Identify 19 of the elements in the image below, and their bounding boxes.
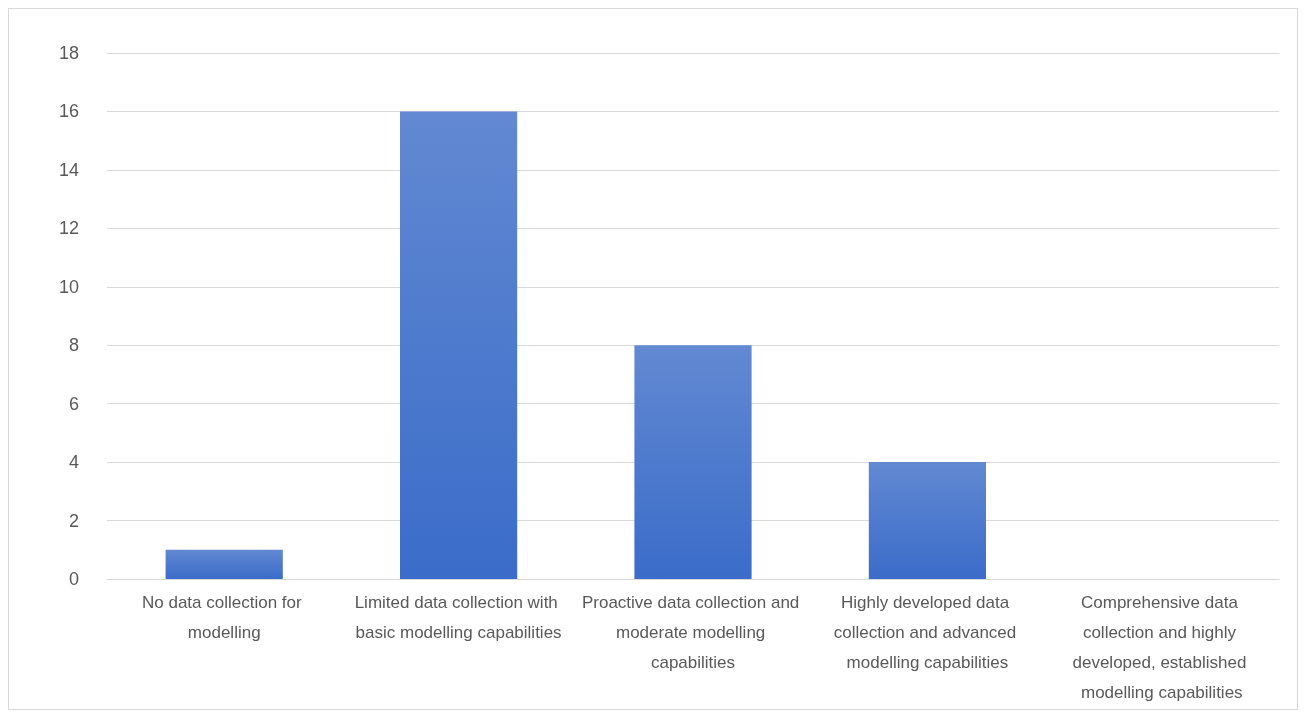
bar (634, 345, 752, 579)
y-tick-label: 16 (58, 101, 79, 122)
bar (165, 549, 283, 579)
y-tick-label: 6 (68, 393, 79, 414)
y-tick-label: 18 (58, 43, 79, 63)
x-tick-label: Proactive data collection and moderate modelling capabilities (581, 592, 805, 672)
x-tick-label: Limited data collection with basic modelling capabilities (354, 592, 563, 642)
y-tick-label: 14 (58, 159, 79, 180)
x-tick-label: Comprehensive data collection and highly developed, established modelling capabilities (1072, 592, 1252, 702)
x-tick-label: Highly developed data collection and advanced modelling capabilities (833, 592, 1021, 672)
y-tick-label: 2 (68, 510, 79, 531)
y-tick-label: 0 (68, 569, 79, 589)
y-tick-label: 12 (58, 218, 79, 239)
y-tick-label: 4 (68, 452, 79, 473)
bar (868, 462, 986, 579)
y-tick-label: 10 (58, 276, 79, 297)
y-tick-label: 8 (68, 335, 79, 356)
bar (400, 111, 518, 579)
x-tick-label: No data collection for modelling (141, 592, 307, 642)
